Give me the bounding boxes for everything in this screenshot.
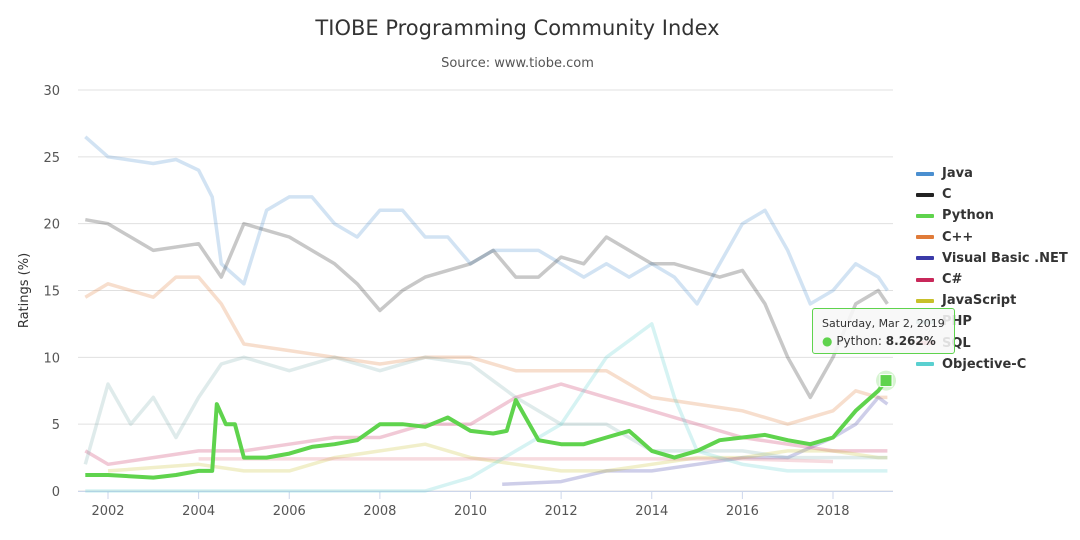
- legend-swatch-icon: [916, 213, 934, 218]
- x-tick-label: 2014: [635, 504, 668, 519]
- series-line-php: [83, 355, 888, 465]
- tooltip-series: Python: [836, 334, 878, 348]
- series-line-java: [84, 135, 889, 306]
- series-line-c: [84, 217, 889, 400]
- tooltip-value: 8.262%: [885, 334, 936, 348]
- legend-swatch-icon: [916, 277, 934, 282]
- hover-marker: [879, 374, 893, 388]
- y-tick-label: 30: [43, 84, 60, 99]
- x-tick-label: 2006: [273, 504, 306, 519]
- legend-swatch-icon: [916, 235, 934, 240]
- x-tick-label: 2018: [816, 504, 849, 519]
- legend-label: JavaScript: [942, 293, 1017, 309]
- series-line-sql: [198, 457, 834, 464]
- y-tick-label: 5: [52, 418, 60, 433]
- legend-item[interactable]: C#: [916, 269, 1068, 290]
- legend-label: Java: [942, 166, 973, 182]
- legend-swatch-icon: [916, 256, 934, 261]
- x-tick-label: 2012: [545, 504, 578, 519]
- legend-swatch-icon: [916, 171, 934, 176]
- x-tick-label: 2008: [363, 504, 396, 519]
- legend-item[interactable]: C++: [916, 227, 1068, 248]
- legend-item[interactable]: Visual Basic .NET: [916, 248, 1068, 269]
- legend-swatch-icon: [916, 192, 934, 197]
- legend-item[interactable]: JavaScript: [916, 290, 1068, 311]
- tooltip-date: Saturday, Mar 2, 2019: [822, 317, 945, 330]
- legend-swatch-icon: [916, 298, 934, 303]
- tooltip-dot-icon: ●: [822, 334, 833, 348]
- y-tick-label: 15: [43, 285, 60, 300]
- legend-item[interactable]: Python: [916, 205, 1068, 226]
- x-tick-label: 2010: [454, 504, 487, 519]
- x-tick-label: 2004: [182, 504, 215, 519]
- series-line-visual-basic-net: [502, 395, 889, 487]
- series-line-c-: [84, 275, 888, 426]
- series-line-c-: [84, 382, 888, 467]
- series-line-javascript: [107, 442, 888, 473]
- legend-swatch-icon: [916, 362, 934, 367]
- chart-title: TIOBE Programming Community Index: [315, 16, 720, 40]
- y-tick-label: 0: [52, 485, 60, 500]
- legend-label: Visual Basic .NET: [942, 250, 1068, 266]
- legend-item[interactable]: C: [916, 184, 1068, 205]
- y-axis-title: Ratings (%): [17, 253, 32, 328]
- legend-label: C: [942, 187, 952, 203]
- x-tick-label: 2016: [726, 504, 759, 519]
- x-tick-label: 2002: [91, 504, 124, 519]
- legend-item[interactable]: Objective-C: [916, 354, 1068, 375]
- series-line-python: [85, 379, 888, 480]
- y-tick-label: 25: [43, 151, 60, 166]
- series-line-objective-c: [85, 322, 888, 493]
- y-tick-label: 20: [43, 218, 60, 233]
- legend-label: C#: [942, 272, 963, 288]
- legend-label: C++: [942, 229, 974, 245]
- y-tick-label: 10: [43, 351, 60, 366]
- tooltip: Saturday, Mar 2, 2019 ● Python: 8.262%: [812, 308, 955, 354]
- legend-label: Objective-C: [942, 356, 1027, 372]
- legend-label: Python: [942, 208, 994, 224]
- chart-subtitle: Source: www.tiobe.com: [441, 56, 594, 71]
- legend-item[interactable]: Java: [916, 163, 1068, 184]
